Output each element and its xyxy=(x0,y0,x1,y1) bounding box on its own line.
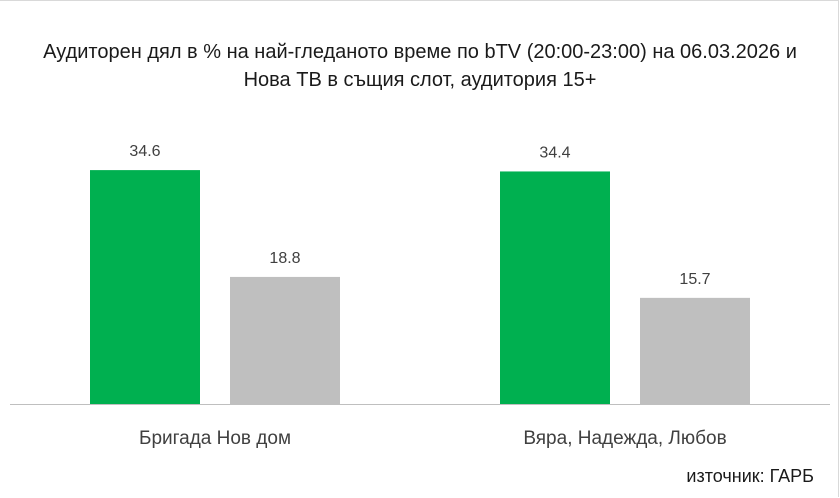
category-label-1: Бригада Нов дом xyxy=(139,428,291,449)
data-label-1-1: 34.6 xyxy=(129,143,160,160)
chart-title: Аудиторен дял в % на най-гледаното време… xyxy=(43,41,797,91)
bar-2-1 xyxy=(500,171,610,404)
bar-1-1 xyxy=(90,170,200,404)
bar-2-2 xyxy=(640,297,750,404)
source-note: източник: ГАРБ xyxy=(686,466,814,486)
bar-1-2 xyxy=(230,276,340,404)
data-label-2-1: 34.4 xyxy=(539,144,570,161)
data-label-1-2: 18.8 xyxy=(269,250,300,267)
category-label-2: Вяра, Надежда, Любов xyxy=(523,428,726,449)
data-label-2-2: 15.7 xyxy=(679,271,710,288)
